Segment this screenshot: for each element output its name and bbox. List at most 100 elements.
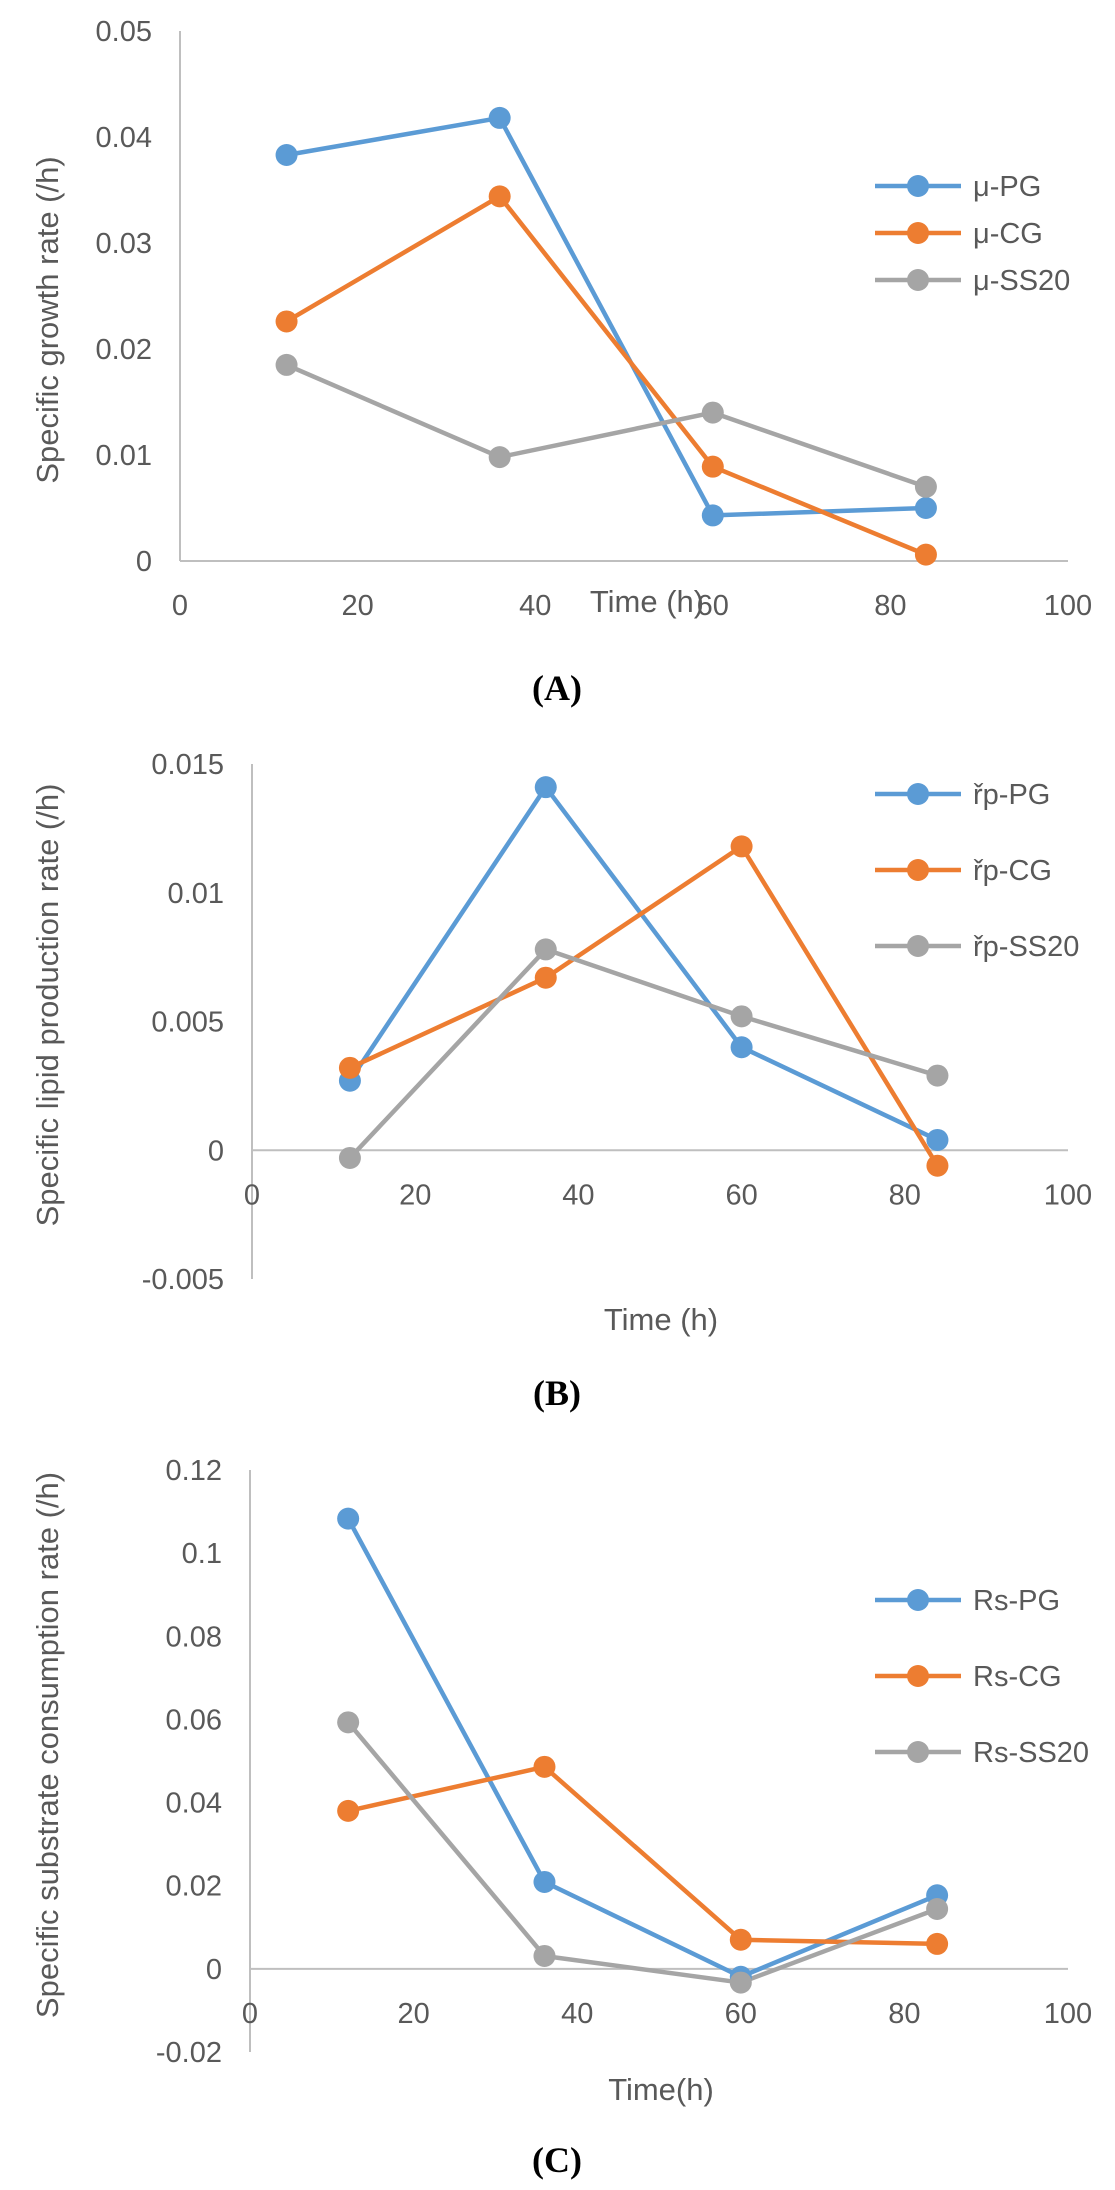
data-point-řp-CG xyxy=(338,1056,361,1079)
data-point-Rs-SS20 xyxy=(533,1944,556,1967)
panel-label-b: (B) xyxy=(533,1373,581,1413)
y-tick-label: 0.12 xyxy=(166,1455,222,1487)
legend-entry: Rs-SS20 xyxy=(875,1737,1089,1769)
y-axis-label-b: Specific lipid production rate (/h) xyxy=(30,784,65,1227)
y-tick-label: 0.03 xyxy=(96,228,152,260)
legend-entry: Rs-CG xyxy=(875,1661,1062,1693)
x-tick-label: 60 xyxy=(697,590,729,622)
legend-entry: řp-SS20 xyxy=(875,931,1079,963)
x-axis-label-c: Time(h) xyxy=(608,2072,714,2107)
legend-label: Rs-CG xyxy=(973,1661,1062,1693)
data-point-Rs-PG xyxy=(533,1870,556,1893)
data-point-řp-PG xyxy=(730,1036,753,1059)
y-tick-label: 0.1 xyxy=(182,1538,222,1570)
data-point-μ-CG xyxy=(914,543,937,566)
x-tick-label: 80 xyxy=(888,1998,920,2030)
legend-marker xyxy=(907,935,929,957)
data-point-řp-SS20 xyxy=(926,1064,949,1087)
y-tick-label: 0 xyxy=(208,1135,224,1167)
x-tick-label: 100 xyxy=(1044,1179,1092,1211)
data-point-Rs-SS20 xyxy=(729,1971,752,1994)
series-line-Rs-PG xyxy=(346,1517,938,1980)
legend-label: μ-PG xyxy=(973,171,1041,203)
data-point-Rs-SS20 xyxy=(337,1711,360,1734)
data-point-řp-PG xyxy=(534,776,557,799)
data-point-μ-PG xyxy=(701,504,724,527)
data-point-řp-CG xyxy=(730,835,753,858)
legend-label: Rs-PG xyxy=(973,1585,1060,1617)
legend-label: μ-CG xyxy=(973,218,1043,250)
data-point-μ-SS20 xyxy=(701,401,724,424)
legend-entry: řp-PG xyxy=(875,779,1050,811)
data-point-μ-PG xyxy=(275,144,298,167)
y-tick-label: 0.005 xyxy=(151,1007,224,1039)
y-tick-label: 0.04 xyxy=(166,1788,222,1820)
data-point-μ-CG xyxy=(701,455,724,478)
y-axis-label-c: Specific substrate consumption rate (/h) xyxy=(30,1472,65,2018)
legend-marker xyxy=(907,859,929,881)
x-tick-label: 20 xyxy=(341,590,373,622)
data-point-řp-CG xyxy=(534,966,557,989)
x-tick-label: 40 xyxy=(561,1998,593,2030)
x-tick-label: 40 xyxy=(519,590,551,622)
series-line-řp-CG xyxy=(348,844,940,1167)
data-point-Rs-CG xyxy=(926,1932,949,1955)
legend-label: μ-SS20 xyxy=(973,265,1070,297)
series-b xyxy=(338,776,949,1177)
y-axis-label-a: Specific growth rate (/h) xyxy=(30,156,65,483)
x-tick-label: 20 xyxy=(399,1179,431,1211)
data-point-Rs-CG xyxy=(533,1755,556,1778)
x-tick-label: 0 xyxy=(172,590,188,622)
legend-label: řp-PG xyxy=(973,779,1050,811)
data-point-Rs-CG xyxy=(729,1928,752,1951)
data-point-μ-PG xyxy=(488,106,511,129)
series-a xyxy=(275,106,937,566)
x-tick-label: 80 xyxy=(889,1179,921,1211)
data-point-řp-PG xyxy=(926,1128,949,1151)
x-tick-label: 0 xyxy=(242,1998,258,2030)
y-tick-label: 0.05 xyxy=(96,16,152,48)
x-tick-label: 100 xyxy=(1044,590,1092,622)
data-point-řp-SS20 xyxy=(534,938,557,961)
data-point-μ-SS20 xyxy=(275,353,298,376)
y-tick-label: 0.02 xyxy=(166,1871,222,1903)
data-point-μ-CG xyxy=(488,185,511,208)
tick-labels-c: -0.02 0 0.02 0.04 0.06 0.08 0.1 0.12 0 20 40 60 80 10… xyxy=(156,1455,1092,2069)
series-line-řp-PG xyxy=(348,784,939,1142)
legend-label: řp-CG xyxy=(973,855,1052,887)
y-tick-label: 0.08 xyxy=(166,1621,222,1653)
legend-marker xyxy=(907,783,929,805)
legend-marker xyxy=(907,1665,929,1687)
legend-entry: μ-CG xyxy=(875,218,1043,250)
legend-marker xyxy=(907,1741,929,1763)
x-axis-label-a: Time (h) xyxy=(590,584,704,619)
legend-marker xyxy=(907,175,929,197)
chart-panel-c: -0.02 0 0.02 0.04 0.06 0.08 0.1 0.12 0 20 40 60 80 10… xyxy=(30,1455,1092,2180)
y-tick-label: 0.06 xyxy=(166,1704,222,1736)
legend-c: Rs-PG Rs-CG Rs-SS20 xyxy=(875,1585,1089,1769)
x-axis-label-b: Time (h) xyxy=(604,1302,718,1337)
legend-b: řp-PG řp-CG řp-SS20 xyxy=(875,779,1079,963)
data-point-μ-CG xyxy=(275,310,298,333)
x-tick-label: 80 xyxy=(874,590,906,622)
x-tick-label: 20 xyxy=(397,1998,429,2030)
x-tick-label: 100 xyxy=(1044,1998,1092,2030)
y-tick-label: 0.04 xyxy=(96,122,152,154)
data-point-Rs-SS20 xyxy=(926,1897,949,1920)
chart-panel-a: 00.010.020.030.040.050 20 40 60 80 100 μ-PGμ-… xyxy=(30,16,1092,708)
series-c xyxy=(337,1507,949,1994)
y-tick-label: 0.02 xyxy=(96,334,152,366)
series-line-μ-SS20 xyxy=(285,362,927,489)
legend-entry: μ-SS20 xyxy=(875,265,1070,297)
tick-labels-b: -0.005 0 0.005 0.01 0.015 0 20 40 60 80 100 xyxy=(142,749,1092,1296)
series-line-μ-PG xyxy=(286,115,926,518)
legend-entry: Rs-PG xyxy=(875,1585,1060,1617)
series-line-řp-SS20 xyxy=(348,947,939,1160)
legend-label: řp-SS20 xyxy=(973,931,1079,963)
legend-marker xyxy=(907,1589,929,1611)
x-tick-label: 60 xyxy=(725,1179,757,1211)
panel-label-a: (A) xyxy=(532,668,582,708)
x-tick-label: 40 xyxy=(562,1179,594,1211)
